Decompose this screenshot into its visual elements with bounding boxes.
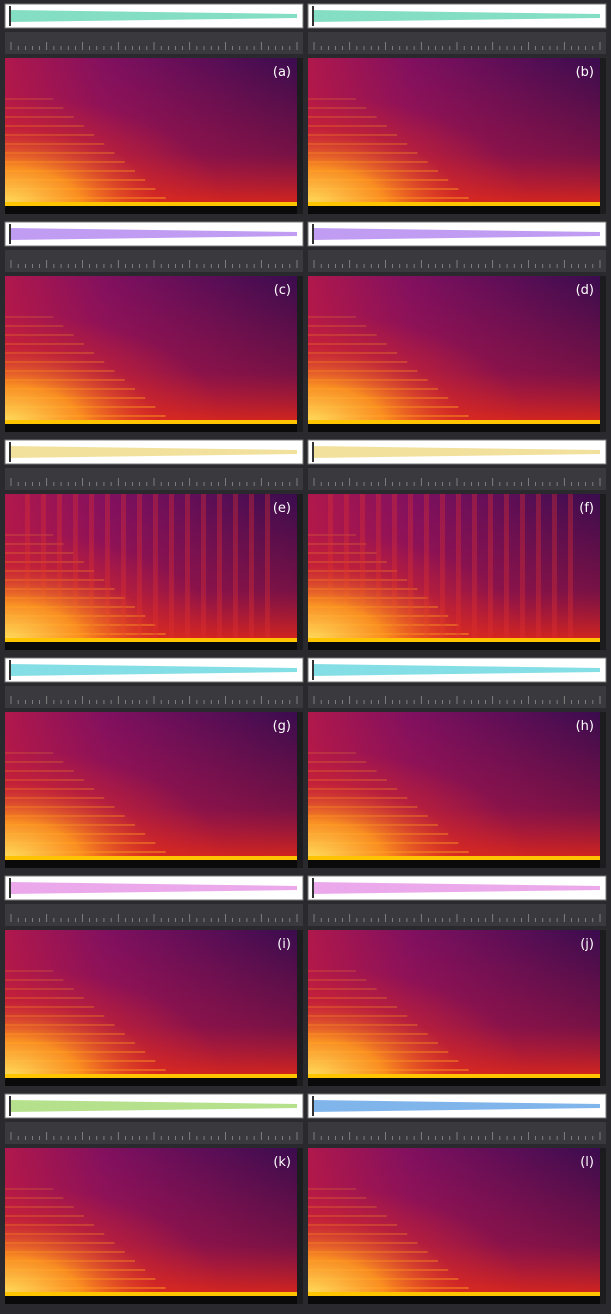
playhead — [9, 224, 11, 244]
spectrogram-hot — [308, 276, 600, 424]
panel-label: (b) — [576, 65, 594, 80]
bottom-strip — [5, 1296, 297, 1304]
panel-label: (g) — [273, 719, 291, 734]
baseline-band — [5, 1292, 297, 1296]
spectrogram-panel: (c) — [5, 222, 303, 432]
panel-label: (a) — [273, 65, 291, 80]
baseline-band — [5, 1074, 297, 1078]
freq-scale — [600, 1148, 606, 1304]
spectrogram-hot — [308, 58, 600, 206]
freq-scale — [297, 1148, 303, 1304]
spectrogram-hot — [308, 1148, 600, 1296]
panel-label: (h) — [576, 719, 594, 734]
bottom-strip — [308, 424, 600, 432]
playhead — [312, 442, 314, 462]
spectrogram-panel: (g) — [5, 658, 303, 868]
bottom-strip — [308, 206, 600, 214]
playhead — [312, 1096, 314, 1116]
bottom-strip — [5, 424, 297, 432]
panel-label: (e) — [273, 501, 291, 516]
playhead — [312, 6, 314, 26]
bottom-strip — [308, 1078, 600, 1086]
playhead — [9, 1096, 11, 1116]
playhead — [312, 878, 314, 898]
bottom-strip — [5, 860, 297, 868]
baseline-band — [5, 420, 297, 424]
freq-scale — [297, 712, 303, 868]
panel-label: (d) — [576, 283, 594, 298]
playhead — [312, 660, 314, 680]
baseline-band — [308, 638, 600, 642]
spectrogram-panel: (h) — [308, 658, 606, 868]
freq-scale — [600, 494, 606, 650]
freq-scale — [297, 276, 303, 432]
bottom-strip — [308, 1296, 600, 1304]
freq-scale — [297, 58, 303, 214]
playhead — [9, 442, 11, 462]
playhead — [9, 878, 11, 898]
playhead — [9, 660, 11, 680]
spectrogram-panel: (i) — [5, 876, 303, 1086]
panel-label: (f) — [579, 501, 594, 516]
panel-label: (c) — [274, 283, 291, 298]
freq-scale — [297, 930, 303, 1086]
spectrogram-hot — [5, 712, 297, 860]
spectrogram-hot — [5, 930, 297, 1078]
bottom-strip — [5, 1078, 297, 1086]
freq-scale — [600, 276, 606, 432]
freq-scale — [600, 930, 606, 1086]
baseline-band — [308, 856, 600, 860]
spectrogram-hot — [5, 1148, 297, 1296]
spectrogram-hot — [5, 494, 297, 642]
freq-scale — [297, 494, 303, 650]
spectrogram-panel: (a) — [5, 4, 303, 214]
baseline-band — [5, 202, 297, 206]
spectrogram-hot — [308, 494, 600, 642]
spectrogram-panel: (d) — [308, 222, 606, 432]
figure: (a) (b) (c) (d) (e) (f) (g) (h) (i) (j) (k) (l) — [0, 0, 611, 1314]
freq-scale — [600, 58, 606, 214]
baseline-band — [5, 856, 297, 860]
spectrogram-panel: (j) — [308, 876, 606, 1086]
spectrogram-panel: (l) — [308, 1094, 606, 1304]
spectrogram-panel: (b) — [308, 4, 606, 214]
spectrogram-hot — [308, 712, 600, 860]
panel-label: (i) — [277, 937, 291, 952]
baseline-band — [308, 420, 600, 424]
baseline-band — [5, 638, 297, 642]
page: (a)(b)(c)(d)(e)(f)(g)(h)(i)(j)(k)(l) (()… — [0, 0, 611, 1314]
spectrogram-panel: (k) — [5, 1094, 303, 1304]
playhead — [9, 6, 11, 26]
bottom-strip — [308, 860, 600, 868]
bottom-strip — [5, 642, 297, 650]
panel-label: (k) — [273, 1155, 291, 1170]
spectrogram-panel: (e) — [5, 440, 303, 650]
baseline-band — [308, 1074, 600, 1078]
spectrogram-hot — [5, 58, 297, 206]
bottom-strip — [308, 642, 600, 650]
baseline-band — [308, 202, 600, 206]
playhead — [312, 224, 314, 244]
spectrogram-hot — [308, 930, 600, 1078]
panel-label: (l) — [580, 1155, 594, 1170]
bottom-strip — [5, 206, 297, 214]
spectrogram-hot — [5, 276, 297, 424]
panel-label: (j) — [580, 937, 594, 952]
spectrogram-panel: (f) — [308, 440, 606, 650]
freq-scale — [600, 712, 606, 868]
baseline-band — [308, 1292, 600, 1296]
